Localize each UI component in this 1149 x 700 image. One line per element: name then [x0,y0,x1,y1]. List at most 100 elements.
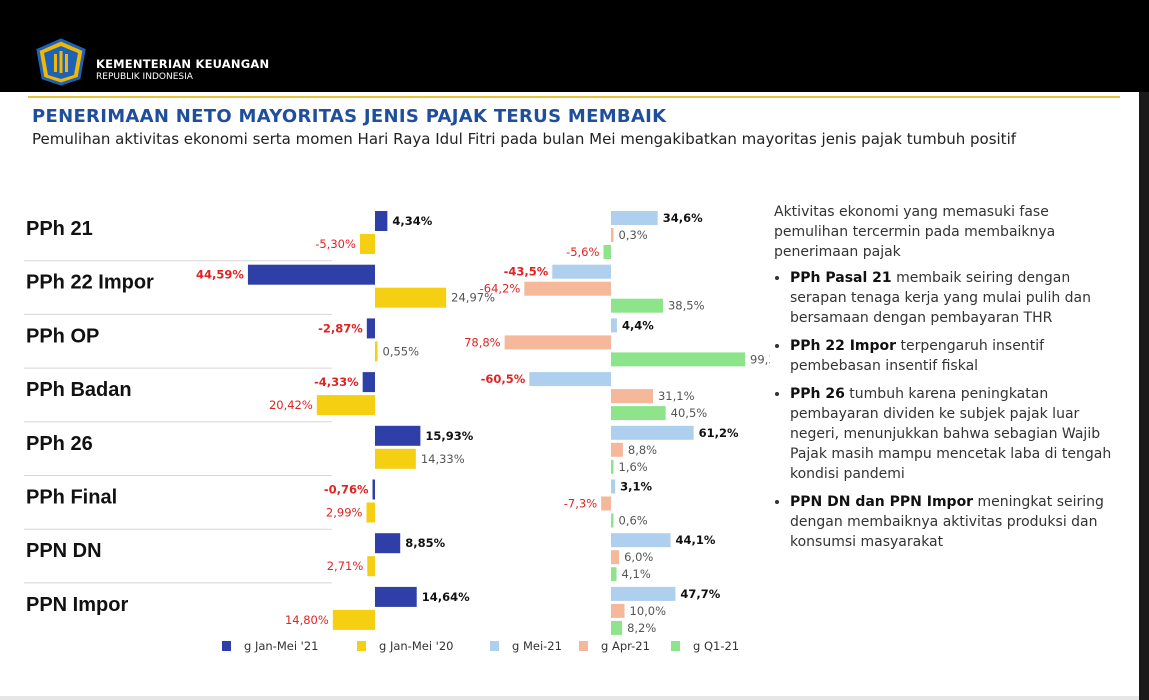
kemenkeu-shield-icon [36,38,86,86]
legend-label: g Q1-21 [693,639,739,653]
data-label: 4,4% [622,318,654,332]
bar [603,245,611,259]
data-label: -0,76% [324,483,369,497]
data-label: 10,0% [630,604,667,618]
data-label: 44,59% [196,268,244,282]
bar [611,228,614,242]
bar [611,318,617,333]
bar [375,287,447,308]
slide-title: PENERIMAAN NETO MAYORITAS JENIS PAJAK TE… [32,106,667,127]
note-item-bold: PPh 22 Impor [790,338,897,354]
category-label: PPN DN [26,540,102,562]
data-label: 14,80% [285,613,329,627]
legend-label: g Jan-Mei '21 [244,639,318,653]
data-label: 78,8% [464,335,501,349]
window-edge [1139,92,1149,700]
bar [247,264,375,285]
org-name-line1: KEMENTERIAN KEUANGAN [96,57,270,71]
bar [529,372,611,387]
bar [362,372,375,393]
data-label: 47,7% [680,587,720,601]
bar [359,234,375,254]
note-item: PPh 22 Impor terpengaruh insentif pembeb… [790,336,1126,376]
data-label: 1,6% [619,460,648,474]
data-label: 3,1% [620,480,652,494]
data-label: 34,6% [663,211,703,225]
data-label: 2,99% [326,506,363,520]
category-label: PPh OP [26,325,99,347]
data-label: 0,55% [383,344,420,358]
legend-swatch [671,641,680,651]
bar [611,620,623,635]
bar [375,341,378,362]
data-label: 15,93% [425,429,473,443]
category-label: PPh Final [26,487,117,509]
legend-swatch [490,641,499,651]
data-label: 8,2% [627,621,656,635]
bar [611,352,746,367]
data-label: -2,87% [318,321,363,335]
bar [316,395,375,416]
data-label: 31,1% [658,389,695,403]
bar [366,502,375,523]
data-label: 40,5% [671,406,708,420]
notes-intro: Aktivitas ekonomi yang memasuki fase pem… [774,204,1056,260]
org-name: KEMENTERIAN KEUANGAN REPUBLIK INDONESIA [96,57,269,82]
data-label: 4,34% [392,214,432,228]
bar [375,425,421,446]
note-item-bold: PPh 26 [790,386,845,402]
data-label: 0,6% [619,514,648,528]
bar [611,603,625,618]
category-label: PPh Badan [26,379,132,401]
note-item-text: membaik seiring dengan serapan tenaga ke… [790,270,1091,326]
note-item-text: terpengaruh insentif pembebasan insentif… [790,338,1045,374]
data-label: 44,1% [676,533,716,547]
bar [611,406,666,421]
slide: PENERIMAAN NETO MAYORITAS JENIS PAJAK TE… [0,92,1139,700]
data-label: 6,0% [624,550,653,564]
data-label: 8,85% [405,536,445,550]
notes-list: PPh Pasal 21 membaik seiring dengan sera… [774,268,1126,552]
bar [611,479,616,494]
data-label: 0,3% [619,228,648,242]
bar [611,211,658,225]
bar [611,533,671,548]
data-label: 2,71% [327,559,364,573]
bar [372,479,375,500]
category-label: PPh 26 [26,433,93,455]
bar [611,586,676,601]
bar [367,556,375,577]
legend-swatch [579,641,588,651]
bar [611,442,623,457]
data-label: 14,33% [421,452,465,466]
data-label: 99,3% [750,352,770,366]
bar [375,211,388,231]
legend-swatch [222,641,231,651]
bar [611,550,620,565]
bar [611,389,653,404]
data-label: -5,30% [315,237,356,251]
accent-line [28,96,1120,98]
bar [375,448,416,469]
bar [332,609,375,630]
data-label: -7,3% [564,497,597,511]
category-label: PPh 21 [26,218,93,240]
note-item-text: tumbuh karena peningkatan pembayaran div… [790,386,1112,482]
legend-label: g Jan-Mei '20 [379,639,453,653]
legend-label: g Mei-21 [512,639,562,653]
top-bar: KEMENTERIAN KEUANGAN REPUBLIK INDONESIA [0,0,1149,92]
data-label: 61,2% [699,426,739,440]
data-label: 38,5% [668,299,705,313]
data-label: -60,5% [481,372,526,386]
data-label: 24,97% [451,291,495,305]
bar [601,496,611,511]
slide-subtitle: Pemulihan aktivitas ekonomi serta momen … [32,130,1017,148]
data-label: -4,33% [314,375,359,389]
category-label: PPh 22 Impor [26,272,154,294]
category-label: PPN Impor [26,594,128,616]
data-label: 4,1% [622,567,651,581]
bar [611,567,617,582]
bar [611,425,694,440]
bar [611,459,614,474]
bar [552,264,611,279]
